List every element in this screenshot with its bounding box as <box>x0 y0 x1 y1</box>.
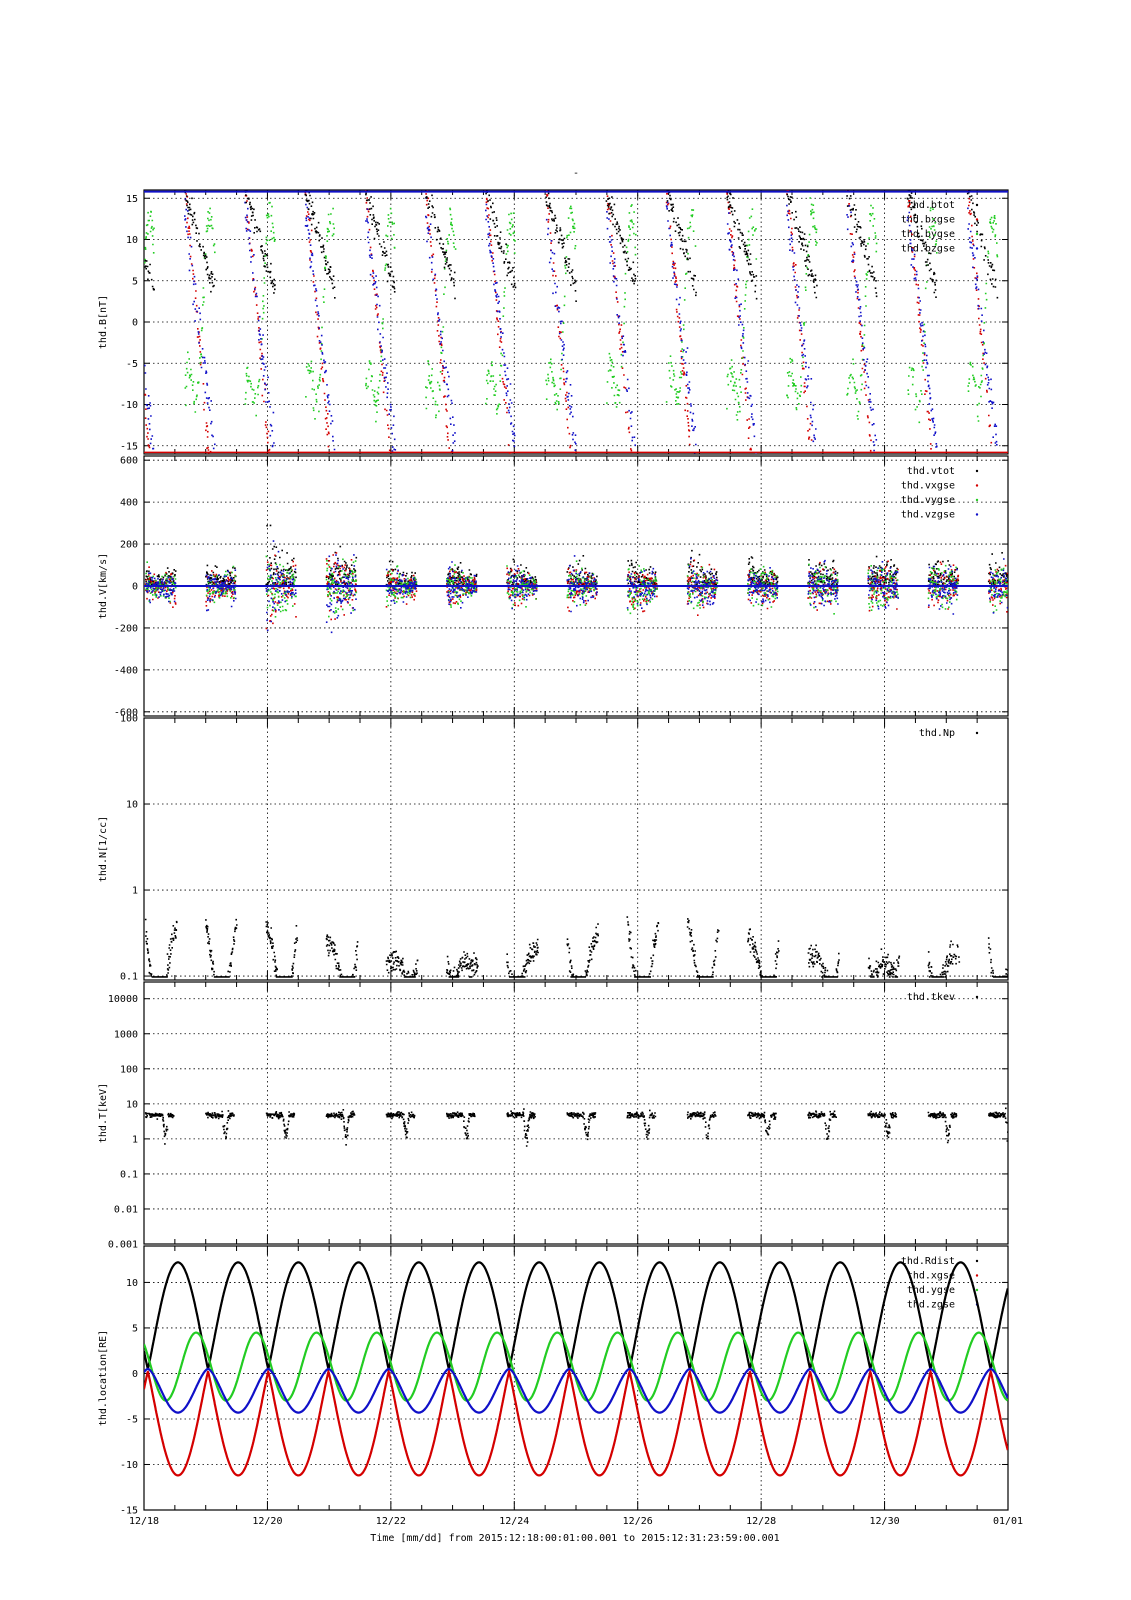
y-tick-label: 10 <box>126 1278 138 1289</box>
x-tick-label: 12/22 <box>376 1516 406 1527</box>
legend-marker <box>975 232 979 236</box>
series-bxgse <box>144 190 999 454</box>
y-tick-label: 0.001 <box>108 1240 138 1251</box>
y-tick-label: -5 <box>126 1414 138 1425</box>
y-tick-label: -10 <box>120 400 138 411</box>
y-tick-label: -5 <box>126 359 138 370</box>
y-tick-label: -200 <box>114 623 138 634</box>
legend-entry: thd.tkev <box>907 992 955 1003</box>
x-tick-label: 12/26 <box>623 1516 653 1527</box>
legend-entry: thd.xgse <box>907 1271 955 1282</box>
y-tick-label: 10 <box>126 235 138 246</box>
y-axis-label: thd.B[nT] <box>98 295 109 349</box>
panel-1: 15 10 5 0 -5 -10 -15 thd.B[nT] thd.btot thd.bxgse… <box>98 189 1009 455</box>
legend-marker <box>975 203 979 207</box>
y-tick-label: 0.1 <box>120 1169 138 1180</box>
series-bzgse <box>144 197 998 454</box>
x-tick-label: 12/24 <box>499 1516 529 1527</box>
y-tick-label: 5 <box>132 1323 138 1334</box>
x-axis-label: Time [mm/dd] from 2015:12:18:00:01:00.00… <box>370 1533 779 1544</box>
legend-entry: thd.btot <box>907 200 955 211</box>
x-tick-label: 12/18 <box>129 1516 159 1527</box>
y-axis-label: thd.T[keV] <box>98 1083 109 1143</box>
y-tick-label: 200 <box>120 540 138 551</box>
plot-area <box>144 1107 1008 1147</box>
series-bygse <box>144 197 999 424</box>
legend-marker <box>975 1288 979 1292</box>
y-tick-label: 10 <box>126 800 138 811</box>
y-tick-label: 15 <box>126 194 138 205</box>
y-tick-label: -10 <box>120 1460 138 1471</box>
series-vtot <box>144 524 1008 588</box>
x-tick-label: 12/20 <box>252 1516 282 1527</box>
legend-marker <box>975 247 979 250</box>
y-tick-label: 400 <box>120 498 138 509</box>
y-tick-label: 5 <box>132 276 138 287</box>
legend-entry: thd.bygse <box>901 229 955 240</box>
series-vxgse <box>144 552 1008 630</box>
y-tick-label: 0.1 <box>120 972 138 983</box>
legend-entry: thd.bzgse <box>901 244 955 255</box>
series-xgse <box>144 1367 1008 1477</box>
plot-area <box>144 1261 1008 1477</box>
legend-entry: thd.ygse <box>907 1285 955 1296</box>
plot-area <box>144 190 1008 454</box>
series-np <box>144 916 1008 978</box>
panel-frame <box>143 981 1009 1245</box>
legend-marker <box>975 1274 979 1277</box>
plot-area <box>144 916 1008 978</box>
legend-entry: thd.vtot <box>907 466 955 477</box>
series-zgse <box>144 1367 1008 1414</box>
y-tick-label: 0 <box>132 318 138 329</box>
legend-entry: thd.Np <box>919 728 955 739</box>
panel-3: 100 10 1 0.1 thd.N[1/cc] thd.Np <box>98 714 1009 983</box>
legend-entry: thd.zgse <box>907 1300 955 1311</box>
panel-2: 600 400 200 0 -200 -400 -600 thd.V[km/s] thd.vto… <box>98 455 1009 718</box>
legend-entry: thd.vygse <box>901 495 955 506</box>
series-tkev <box>144 1107 1008 1147</box>
legend-marker <box>975 484 979 487</box>
y-axis-label: thd.location[RE] <box>98 1330 109 1426</box>
y-axis-label: thd.V[km/s] <box>98 553 109 619</box>
legend-marker <box>975 1259 979 1263</box>
y-axis-label: thd.N[1/cc] <box>98 816 109 882</box>
y-tick-label: -400 <box>114 665 138 676</box>
y-tick-label: 0 <box>132 1369 138 1380</box>
y-tick-label: 1000 <box>114 1029 138 1040</box>
y-tick-label: 100 <box>120 1064 138 1075</box>
plot-area <box>144 524 1008 634</box>
y-tick-label: -600 <box>114 707 138 718</box>
x-tick-label: 12/30 <box>870 1516 900 1527</box>
y-tick-label: -15 <box>120 441 138 452</box>
legend-marker <box>975 513 979 516</box>
legend-entry: thd.bxgse <box>901 215 955 226</box>
y-tick-label: 10 <box>126 1099 138 1110</box>
y-tick-label: 1 <box>132 886 138 897</box>
figure-title: - <box>573 168 579 179</box>
y-tick-label: 100 <box>120 714 138 725</box>
legend-entry: thd.vxgse <box>901 481 955 492</box>
panels: 151050-5-10-15thd.B[nT]thd.btotthd.bxgse… <box>98 189 1023 1527</box>
legend-marker <box>975 498 979 502</box>
legend-marker <box>975 469 979 473</box>
panel-5: 10 5 0 -5 -10 -15 thd.location[RE] thd.Rdist thd… <box>98 1245 1009 1517</box>
legend-marker <box>975 731 979 735</box>
legend-entry: thd.Rdist <box>901 1256 955 1267</box>
legend-marker <box>975 218 979 221</box>
legend-entry: thd.vzgse <box>901 510 955 521</box>
y-tick-label: 10000 <box>108 994 138 1005</box>
y-tick-label: 0 <box>132 582 138 593</box>
legend-marker <box>975 995 979 999</box>
panel-frame <box>143 717 1009 981</box>
y-tick-label: 1 <box>132 1134 138 1145</box>
y-tick-label: 600 <box>120 456 138 467</box>
x-tick-label: 01/01 <box>993 1516 1023 1527</box>
series-rdist <box>144 1261 1008 1373</box>
panel-4: 10000 1000 100 10 1 0.1 0.01 0.001 thd.T[keV] thd… <box>98 981 1009 1251</box>
y-tick-label: 0.01 <box>114 1204 138 1215</box>
x-tick-label: 12/28 <box>746 1516 776 1527</box>
y-tick-label: -15 <box>120 1506 138 1517</box>
